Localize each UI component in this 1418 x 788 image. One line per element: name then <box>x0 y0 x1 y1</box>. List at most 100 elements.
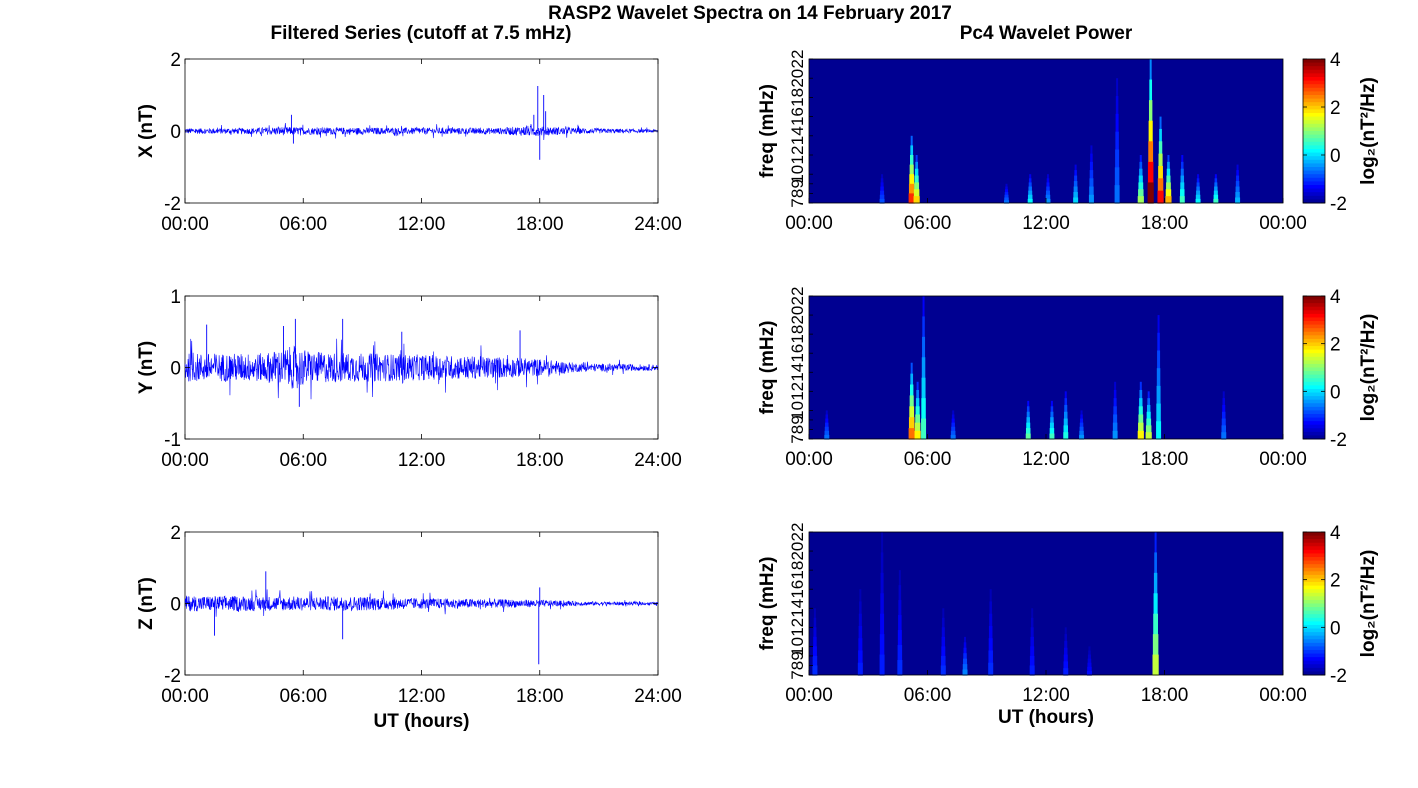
streak-segment <box>812 655 818 667</box>
streak-segment <box>915 161 918 170</box>
xtick-label: 00:00 <box>1259 685 1307 706</box>
streak-segment <box>988 662 994 676</box>
streak-segment <box>1222 398 1225 406</box>
power-streak-0 <box>908 135 915 204</box>
xtick-label: 00:00 <box>1259 213 1307 234</box>
ylabel: freq (mHz) <box>757 557 778 651</box>
streak-segment <box>1004 194 1009 199</box>
streak-segment <box>1079 422 1084 428</box>
colorbar-segment <box>1303 532 1325 537</box>
streak-segment <box>1166 168 1171 177</box>
xtick-label: 18:00 <box>1141 685 1189 706</box>
colorbar-frame <box>1302 58 1326 204</box>
streak-segment <box>1157 350 1161 369</box>
streak-segment <box>1089 161 1093 171</box>
streak-segment <box>1147 182 1154 204</box>
colorbar-segment <box>1303 102 1325 107</box>
colorbar-segment <box>1303 610 1325 615</box>
ytick-label: 0 <box>170 595 181 616</box>
streak-segment <box>1089 178 1094 188</box>
streak-segment <box>1165 189 1172 197</box>
xtick-label: 18:00 <box>516 686 564 707</box>
colorbar-tick-label: 0 <box>1330 618 1341 639</box>
colorbar-segment <box>1303 589 1325 594</box>
ylabel: freq (mHz) <box>757 84 778 178</box>
colorbar-segment <box>1303 621 1325 626</box>
streak-segment <box>1159 116 1162 130</box>
colorbar-segment <box>1303 152 1325 157</box>
colorbar-segment <box>1303 353 1325 358</box>
colorbar-segment <box>1303 123 1325 128</box>
colorbar-segment <box>1303 428 1325 433</box>
streak-segment <box>1064 640 1068 649</box>
colorbar-segment <box>1303 195 1325 200</box>
streak-segment <box>989 601 992 615</box>
power-streak-1 <box>857 589 863 676</box>
streak-segment <box>1156 421 1162 440</box>
streak-segment <box>950 434 956 440</box>
xtick-label: 18:00 <box>516 214 564 235</box>
colorbar-segment <box>1303 431 1325 436</box>
streak-segment <box>1026 406 1030 413</box>
colorbar-segment <box>1303 378 1325 383</box>
left-column-title: Filtered Series (cutoff at 7.5 mHz) <box>271 23 572 44</box>
streak-segment <box>879 194 885 200</box>
colorbar-segment <box>1303 628 1325 633</box>
colorbar-segment <box>1303 149 1325 154</box>
streak-segment <box>1029 174 1032 179</box>
xtick-label: 12:00 <box>1022 213 1070 234</box>
streak-segment <box>1031 608 1034 619</box>
colorbar-segment <box>1303 73 1325 78</box>
colorbar-segment <box>1303 592 1325 597</box>
series-trace-x <box>184 123 659 141</box>
streak-segment <box>880 593 884 615</box>
streak-segment <box>897 660 903 676</box>
power-streak-14 <box>1195 174 1201 204</box>
colorbar-tick-label: 0 <box>1330 146 1341 167</box>
colorbar-segment <box>1303 310 1325 315</box>
streak-segment <box>1080 410 1083 416</box>
streak-segment <box>1030 636 1034 647</box>
colorbar-segment <box>1303 321 1325 326</box>
streak-segment <box>1158 153 1163 167</box>
streak-segment <box>988 625 993 639</box>
colorbar-segment <box>1303 624 1325 630</box>
streak-segment <box>1180 168 1184 177</box>
colorbar-segment <box>1303 413 1325 419</box>
streak-segment <box>1050 400 1053 407</box>
colorbar-segment <box>1303 560 1325 565</box>
streak-segment <box>1063 661 1068 669</box>
ytick-label: 2 <box>170 523 181 544</box>
colorbar-segment <box>1303 664 1325 669</box>
xtick-label: 06:00 <box>279 450 327 471</box>
streak-segment <box>1026 422 1031 429</box>
colorbar-segment <box>1303 421 1325 426</box>
streak-segment <box>910 362 913 375</box>
streak-segment <box>1050 411 1054 418</box>
power-streak-15 <box>1213 174 1219 204</box>
streak-segment <box>1029 665 1035 676</box>
xtick-label: 12:00 <box>1022 449 1070 470</box>
streak-segment <box>1115 149 1120 168</box>
streak-segment <box>859 589 862 603</box>
streak-segment <box>942 617 945 628</box>
streak-segment <box>1195 194 1201 200</box>
streak-segment <box>1063 432 1069 440</box>
colorbar-segment <box>1303 388 1325 394</box>
streak-segment <box>1090 153 1093 163</box>
xtick-label: 00:00 <box>785 213 833 234</box>
colorbar-segment <box>1303 346 1325 351</box>
streak-segment <box>1114 185 1120 204</box>
colorbar-segment <box>1303 542 1325 547</box>
streak-segment <box>1064 404 1068 413</box>
ytick-label: 8 <box>788 189 807 198</box>
ytick-label: 16 <box>788 580 807 599</box>
streak-segment <box>921 357 926 379</box>
xtick-label: 00:00 <box>785 685 833 706</box>
streak-segment <box>858 650 863 664</box>
streak-segment <box>1046 186 1050 192</box>
colorbar-label: log₂(nT²/Hz) <box>1358 77 1379 185</box>
streak-segment <box>813 617 817 628</box>
